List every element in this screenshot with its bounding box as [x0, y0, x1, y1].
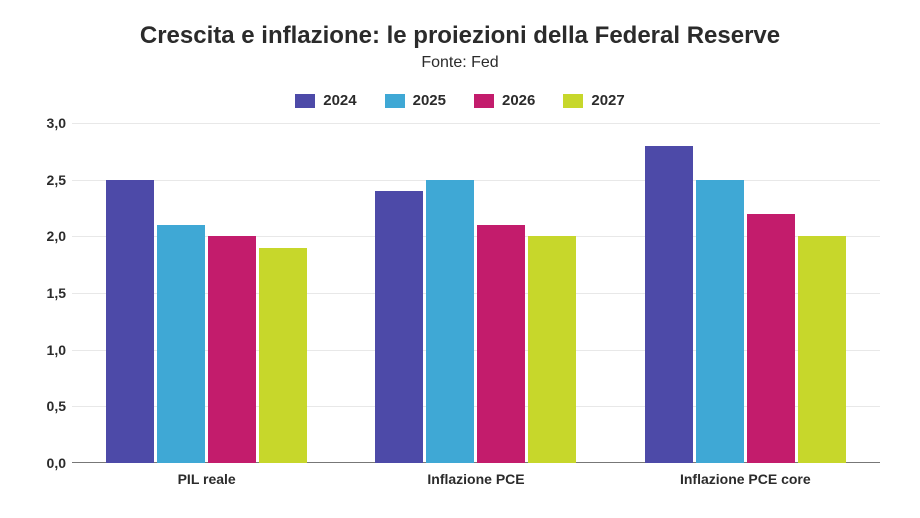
bar-group: [341, 123, 610, 463]
y-tick-label: 2,5: [30, 172, 66, 188]
legend-item-2025: 2025: [385, 92, 446, 109]
chart-container: Crescita e inflazione: le proiezioni del…: [0, 0, 920, 518]
y-tick-label: 0,0: [30, 455, 66, 471]
bar-group: [72, 123, 341, 463]
legend-swatch: [295, 94, 315, 108]
bar: [375, 191, 423, 463]
legend-item-2024: 2024: [295, 92, 356, 109]
chart-title: Crescita e inflazione: le proiezioni del…: [30, 22, 890, 50]
bar: [645, 146, 693, 463]
legend-label: 2025: [413, 92, 446, 109]
bar: [798, 236, 846, 463]
bar: [747, 214, 795, 463]
y-tick-label: 0,5: [30, 398, 66, 414]
x-axis-labels: PIL realeInflazione PCEInflazione PCE co…: [72, 471, 880, 487]
y-tick-label: 1,0: [30, 342, 66, 358]
legend-label: 2024: [323, 92, 356, 109]
x-axis-label: Inflazione PCE: [341, 471, 610, 487]
bar: [696, 180, 744, 463]
bar-group: [611, 123, 880, 463]
x-axis-label: PIL reale: [72, 471, 341, 487]
bar: [477, 225, 525, 463]
legend-item-2027: 2027: [563, 92, 624, 109]
bar-groups: [72, 123, 880, 463]
chart-legend: 2024 2025 2026 2027: [30, 92, 890, 109]
bar: [528, 236, 576, 463]
bar: [426, 180, 474, 463]
plot-area: 0,00,51,01,52,02,53,0: [72, 123, 880, 463]
legend-swatch: [385, 94, 405, 108]
bar: [157, 225, 205, 463]
y-tick-label: 2,0: [30, 228, 66, 244]
legend-swatch: [563, 94, 583, 108]
y-tick-label: 3,0: [30, 115, 66, 131]
legend-label: 2026: [502, 92, 535, 109]
legend-label: 2027: [591, 92, 624, 109]
y-tick-label: 1,5: [30, 285, 66, 301]
bar: [208, 236, 256, 463]
legend-swatch: [474, 94, 494, 108]
x-axis-label: Inflazione PCE core: [611, 471, 880, 487]
bar: [259, 248, 307, 463]
legend-item-2026: 2026: [474, 92, 535, 109]
chart-subtitle: Fonte: Fed: [30, 54, 890, 72]
bar: [106, 180, 154, 463]
